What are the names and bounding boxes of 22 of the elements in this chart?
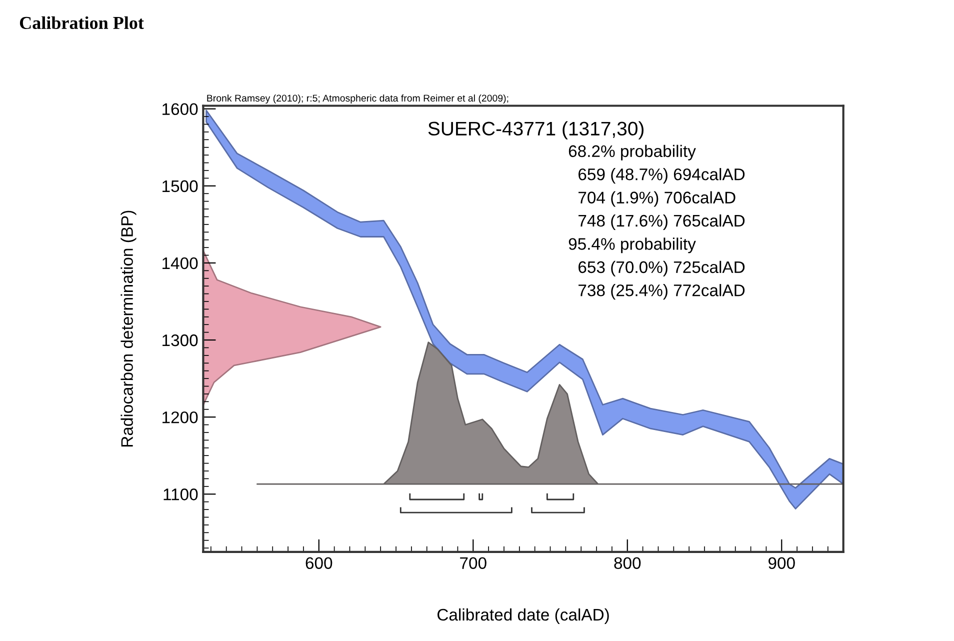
x-tick-label: 600 — [306, 557, 332, 570]
annotation: 653 (70.0%) 725calAD — [578, 260, 745, 276]
y-tick-label: 1100 — [164, 488, 198, 500]
y-tick-label: 1300 — [162, 334, 198, 346]
y-tick-label: 1400 — [162, 257, 198, 270]
text: Bronk Ramsey (2010); r:5; Atmospheric data from Reimer et al (2009); — [207, 94, 508, 104]
annotation: 95.4% probability — [568, 238, 696, 254]
chart-title: Calibration Plot — [20, 16, 144, 30]
y-axis-title: Radiocarbon determination (BP) — [120, 210, 136, 446]
y-tick-label: 1500 — [162, 180, 198, 192]
annotation: 68.2% probability — [568, 144, 696, 160]
annotation: 748 (17.6%) 765calAD — [578, 214, 745, 230]
annotation: 659 (48.7%) 694calAD — [578, 168, 745, 184]
x-tick-label: 900 — [768, 557, 795, 570]
x-axis-title: Calibrated date (calAD) — [438, 608, 609, 624]
x-tick-label: 800 — [614, 557, 641, 570]
annotation: 738 (25.4%) 772calAD — [578, 284, 745, 300]
annotation: SUERC-43771 (1317,30) — [428, 121, 644, 140]
y-tick-label: 1200 — [162, 411, 198, 424]
annotation: 704 (1.9%) 706calAD — [578, 191, 736, 207]
x-tick-label: 700 — [460, 557, 486, 570]
y-tick-label: 1600 — [162, 103, 198, 116]
